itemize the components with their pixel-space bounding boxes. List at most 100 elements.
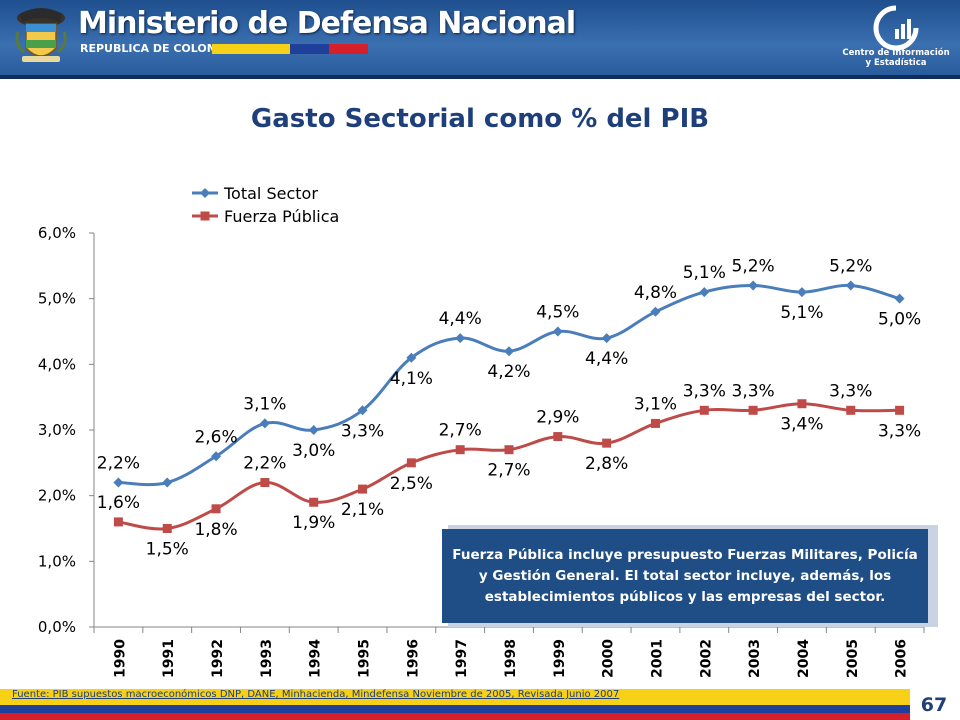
y-tick-label: 2,0% xyxy=(38,487,76,505)
data-label: 3,1% xyxy=(243,394,286,414)
data-point xyxy=(748,405,758,415)
data-label: 1,9% xyxy=(292,513,335,533)
data-label: 4,4% xyxy=(439,309,482,329)
x-tick-label: 2006 xyxy=(894,639,910,678)
data-label: 5,2% xyxy=(732,257,775,277)
y-tick-label: 5,0% xyxy=(38,290,76,308)
x-tick-label: 1991 xyxy=(161,639,177,678)
statistics-center-logo-icon xyxy=(873,5,919,51)
footer-blue xyxy=(0,705,910,713)
data-point xyxy=(259,418,270,429)
data-label: 1,8% xyxy=(194,520,237,540)
series-total-sector: 2,2% 2,6% 3,1% 3,0% 3,3% 4,1% 4,4% 4,2% 4,5% 4,4%… xyxy=(97,257,921,488)
chart-note-text: Fuerza Pública incluye presupuesto Fuerz… xyxy=(452,546,918,605)
data-label: 2,7% xyxy=(487,461,530,481)
data-point xyxy=(455,445,465,455)
data-label: 3,1% xyxy=(634,394,677,414)
legend-marker xyxy=(200,211,210,221)
chart-axes: 0,0% 1,0% 2,0% 3,0% 4,0% 5,0% 6,0% 1990 1991 1992… xyxy=(38,224,925,678)
data-point xyxy=(845,280,856,291)
data-label: 5,1% xyxy=(683,263,726,283)
data-label: 2,7% xyxy=(439,421,482,441)
x-tick-label: 2005 xyxy=(845,639,861,678)
x-tick-label: 1992 xyxy=(210,639,226,678)
data-point xyxy=(504,445,514,455)
data-label: 2,1% xyxy=(341,500,384,520)
page-title: Gasto Sectorial como % del PIB xyxy=(250,104,710,134)
header-divider xyxy=(0,75,960,79)
ministry-name: Ministerio de Defensa Nacional xyxy=(78,6,576,41)
data-point xyxy=(455,333,466,344)
line-chart: 0,0% 1,0% 2,0% 3,0% 4,0% 5,0% 6,0% 1990 1991 1992… xyxy=(38,184,925,678)
cie-line-1: Centro de Información xyxy=(842,48,950,58)
legend-marker xyxy=(200,188,210,198)
data-point xyxy=(553,432,563,442)
y-tick-label: 3,0% xyxy=(38,421,76,439)
data-point xyxy=(406,352,417,363)
x-tick-label: 2003 xyxy=(747,639,763,678)
data-point xyxy=(846,405,856,415)
data-label: 5,2% xyxy=(829,257,872,277)
y-tick-label: 0,0% xyxy=(38,618,76,636)
data-point xyxy=(357,405,368,416)
data-label: 2,8% xyxy=(585,454,628,474)
data-point xyxy=(308,425,319,435)
data-point xyxy=(211,451,222,462)
data-label: 2,6% xyxy=(194,427,237,447)
footer-yellow xyxy=(0,689,910,705)
data-point xyxy=(309,497,319,507)
chart-series: 2,2% 2,6% 3,1% 3,0% 3,3% 4,1% 4,4% 4,2% 4,5% 4,4%… xyxy=(97,257,921,560)
flag-red xyxy=(329,44,368,54)
x-tick-label: 1997 xyxy=(454,639,470,678)
data-point xyxy=(358,484,368,494)
data-label: 4,4% xyxy=(585,349,628,369)
data-point xyxy=(552,326,563,337)
footer-red xyxy=(0,713,910,720)
header-bar xyxy=(0,0,960,75)
data-label: 2,9% xyxy=(536,408,579,428)
colombia-coat-of-arms-icon xyxy=(15,8,67,62)
data-label: 2,2% xyxy=(243,454,286,474)
data-label: 4,5% xyxy=(536,303,579,323)
data-point xyxy=(113,517,123,527)
data-label: 5,0% xyxy=(878,310,921,330)
flag-blue xyxy=(290,44,329,54)
data-point xyxy=(748,280,759,291)
republic-name: REPUBLICA DE COLOMBIA xyxy=(80,42,239,55)
data-point xyxy=(796,287,807,298)
flag-yellow xyxy=(212,44,290,54)
source-note: Fuente: PIB supuestos macroeconómicos DN… xyxy=(12,689,620,700)
data-label: 2,2% xyxy=(97,454,140,474)
data-label: 1,6% xyxy=(97,493,140,513)
page-number: 67 xyxy=(920,694,948,716)
x-tick-label: 1998 xyxy=(503,639,519,678)
legend-label: Total Sector xyxy=(223,184,318,203)
x-tick-label: 1994 xyxy=(308,639,324,678)
data-point xyxy=(504,346,514,357)
data-label: 2,5% xyxy=(390,474,433,494)
data-point xyxy=(797,399,807,409)
data-point xyxy=(699,287,710,298)
x-tick-label: 2002 xyxy=(698,639,714,678)
data-point xyxy=(406,458,416,468)
y-tick-label: 6,0% xyxy=(38,224,76,242)
data-point xyxy=(211,504,221,514)
data-label: 3,3% xyxy=(829,381,872,401)
data-label: 3,3% xyxy=(683,381,726,401)
data-point xyxy=(162,524,172,533)
flag-stripe xyxy=(212,44,368,54)
data-label: 3,4% xyxy=(780,415,823,435)
data-label: 4,8% xyxy=(634,283,677,303)
x-tick-label: 1993 xyxy=(259,639,275,678)
y-tick-label: 1,0% xyxy=(38,552,76,570)
x-tick-label: 2001 xyxy=(649,639,665,678)
data-point xyxy=(260,478,270,488)
x-tick-label: 2004 xyxy=(796,639,812,678)
data-point xyxy=(699,405,709,415)
data-point xyxy=(601,333,612,344)
series-fuerza-publica: 1,6% 1,5%1,8% 2,2% 1,9% 2,1% 2,5% 2,7%2,7% 2,9%… xyxy=(97,381,921,559)
data-label: 3,3% xyxy=(341,421,384,441)
x-tick-label: 1990 xyxy=(112,639,128,678)
cie-line-2: y Estadística xyxy=(865,58,927,68)
chart-legend: Total Sector Fuerza Pública xyxy=(192,184,339,226)
